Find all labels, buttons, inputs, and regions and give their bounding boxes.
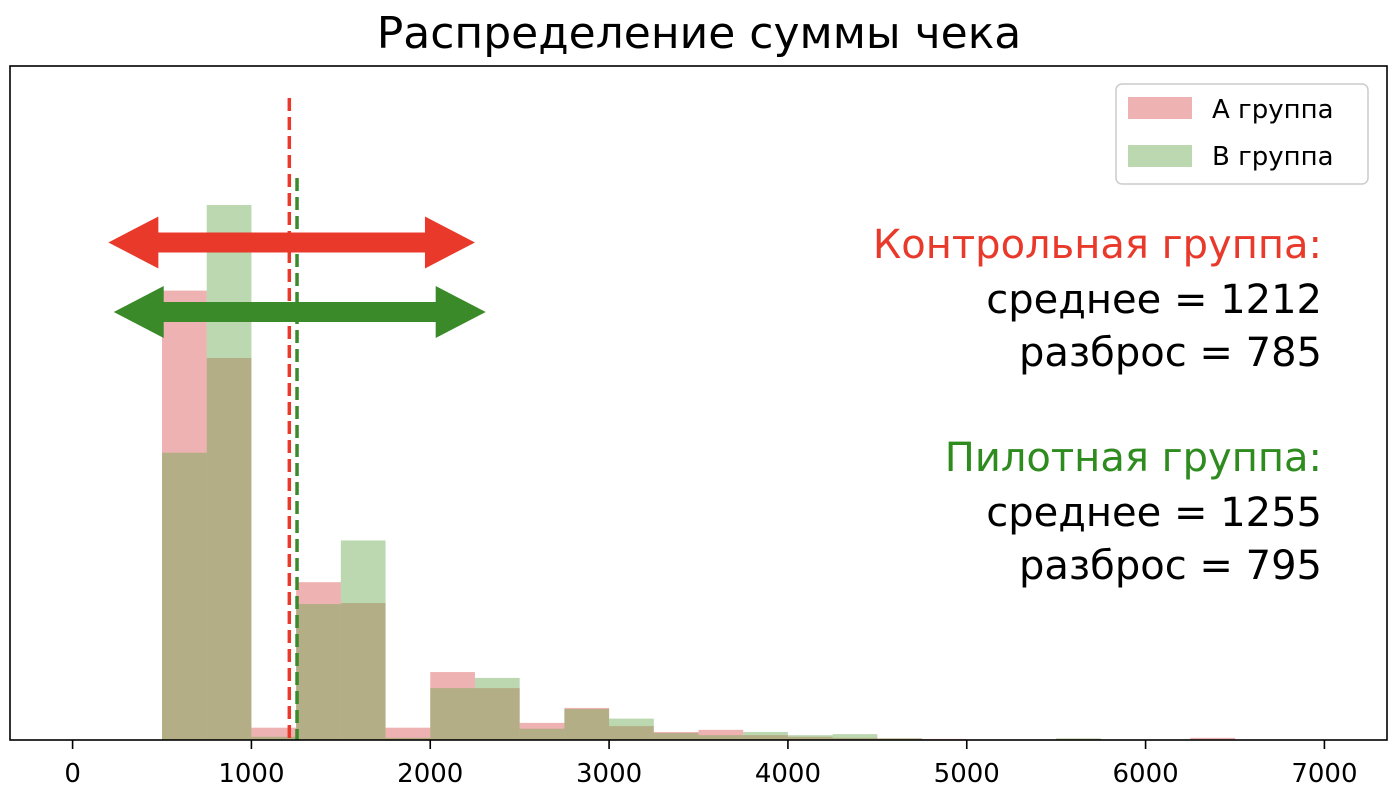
pilot-spread-text: разброс = 795 — [1019, 543, 1322, 589]
bar-series-1-bin-6 — [430, 688, 475, 740]
bar-series-0-bin-6 — [430, 672, 475, 740]
bar-series-1-bin-5 — [385, 737, 431, 740]
bar-series-1-bin-16 — [877, 738, 923, 740]
x-tick-label: 2000 — [397, 759, 463, 789]
bar-series-1-bin-2 — [251, 736, 297, 740]
bar-series-1-bin-3 — [296, 604, 341, 740]
bar-series-0-bin-5 — [385, 727, 431, 740]
legend-label-a-group: A группа — [1212, 95, 1334, 125]
x-tick-label: 4000 — [755, 759, 821, 789]
legend-label-b-group: B группа — [1212, 142, 1334, 172]
x-tick-label: 6000 — [1112, 759, 1178, 789]
bar-series-0-bin-13 — [743, 735, 788, 740]
plot-frame — [9, 65, 1388, 741]
bar-series-0-bin-8 — [519, 722, 565, 740]
spread-arrow-control — [108, 216, 475, 269]
bar-series-1-bin-4 — [340, 540, 386, 740]
bar-series-0-bin-10 — [609, 726, 654, 740]
stats-annotations: Контрольная группа: среднее = 1212 разбр… — [873, 222, 1322, 589]
mean-lines-layer — [287, 98, 299, 740]
x-tick-label: 0 — [64, 759, 81, 789]
bar-series-1-bin-17 — [1056, 738, 1101, 740]
bar-series-1-bin-14 — [787, 735, 833, 740]
legend-swatch-b-group — [1128, 145, 1192, 167]
bar-series-0-bin-15 — [832, 737, 878, 740]
legend-swatch-a-group — [1128, 97, 1192, 119]
legend[interactable]: A группа B группа — [1115, 83, 1369, 185]
pilot-mean-text: среднее = 1255 — [986, 490, 1322, 536]
pilot-group-heading: Пилотная группа: — [945, 435, 1322, 481]
bar-series-0-bin-9 — [564, 707, 610, 740]
bar-series-0-bin-0 — [162, 290, 207, 740]
bar-series-0-bin-4 — [340, 603, 386, 740]
control-mean-text: среднее = 1212 — [986, 277, 1322, 323]
x-tick-label: 5000 — [934, 759, 1000, 789]
bar-series-1-bin-10 — [609, 718, 654, 740]
bar-series-0-bin-2 — [251, 727, 297, 740]
bar-series-1-bin-9 — [564, 708, 610, 740]
chart-title: Распределение суммы чека — [377, 8, 1022, 59]
bar-series-0-bin-19 — [1190, 737, 1235, 740]
bar-series-1-bin-7 — [474, 677, 520, 740]
spread-arrow-pilot — [113, 286, 486, 338]
bar-series-1-bin-0 — [162, 452, 207, 740]
spread-arrows-layer — [108, 216, 486, 338]
control-spread-text: разброс = 785 — [1019, 330, 1322, 376]
bar-series-0-bin-3 — [296, 582, 341, 740]
bar-series-1-bin-12 — [698, 735, 744, 740]
bar-series-0-bin-16 — [877, 738, 923, 740]
x-axis: 0 1000 2000 3000 4000 5000 6000 7000 — [64, 740, 1357, 789]
bar-series-0-bin-11 — [653, 731, 699, 740]
bar-series-1-bin-11 — [653, 733, 699, 740]
bar-series-0-bin-7 — [474, 688, 520, 740]
bar-series-1-bin-8 — [519, 728, 565, 740]
bar-series-1-bin-15 — [832, 734, 878, 740]
x-tick-label: 1000 — [218, 759, 284, 789]
bar-series-0-bin-12 — [698, 729, 744, 740]
bars-layer — [162, 205, 1235, 740]
bar-series-0-bin-14 — [787, 736, 833, 740]
control-group-heading: Контрольная группа: — [873, 222, 1322, 268]
bar-series-0-bin-1 — [206, 358, 252, 740]
bar-series-1-bin-1 — [206, 205, 252, 740]
x-tick-label: 7000 — [1291, 759, 1357, 789]
x-tick-label: 3000 — [576, 759, 642, 789]
bar-series-1-bin-13 — [743, 731, 788, 740]
